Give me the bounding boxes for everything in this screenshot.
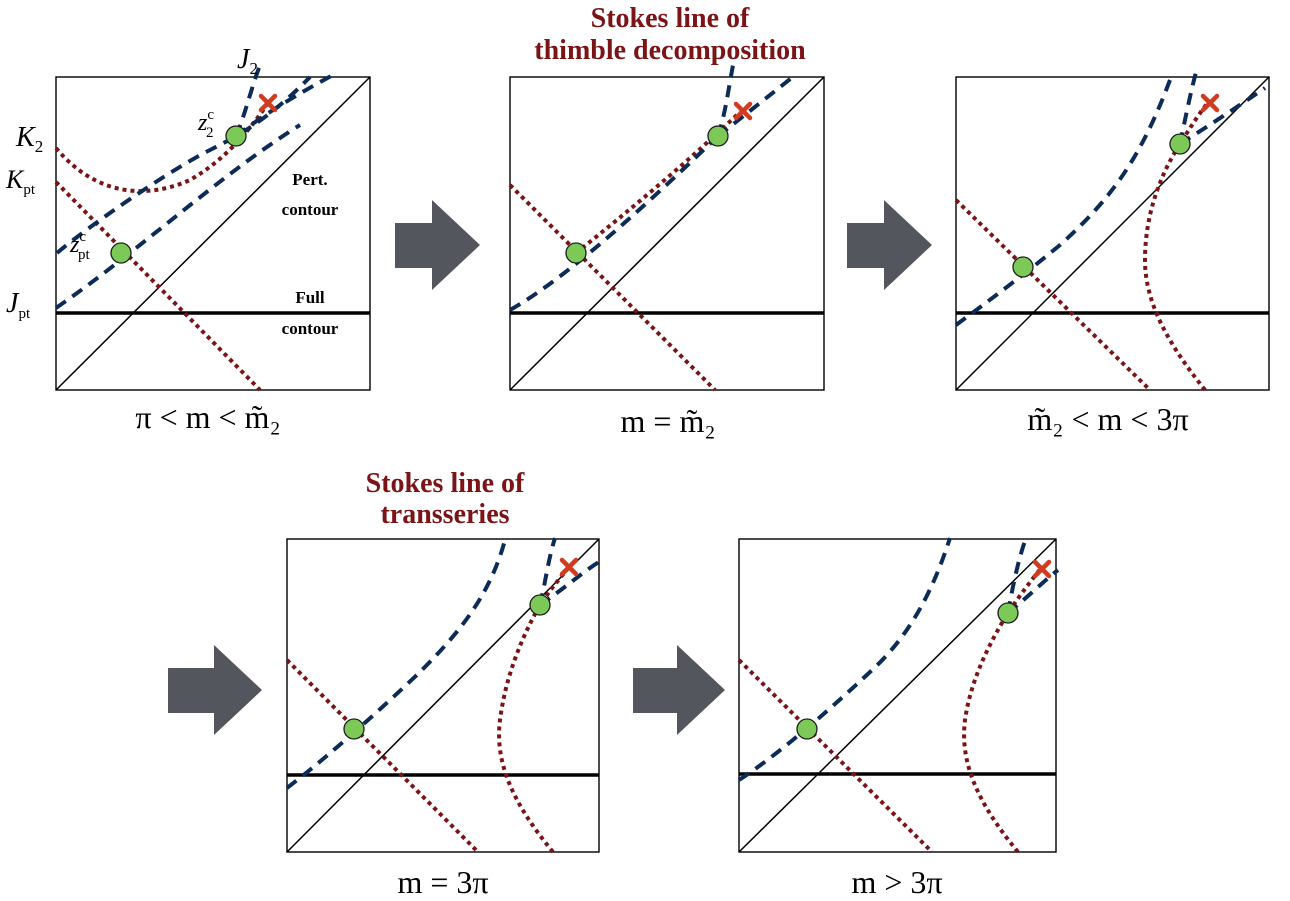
label-j2: J2 <box>237 44 258 78</box>
heading-thimble-line1: Stokes line of <box>591 3 750 34</box>
panel-label: m = 3π <box>397 864 488 900</box>
panel-4: m = 3π <box>285 537 604 900</box>
panel-label: m > 3π <box>851 864 942 900</box>
thimble-jpt <box>737 537 952 782</box>
pert-contour-label-line2: contour <box>282 200 339 219</box>
arrow-icon <box>168 645 262 735</box>
dual-thimble-k2 <box>1142 98 1212 392</box>
saddle-point-zptc <box>1012 256 1034 278</box>
saddle-point-zptc <box>796 718 818 740</box>
thimble-jpt <box>954 79 1172 327</box>
label-z2c: zc 2 <box>197 107 214 141</box>
panel-frame <box>955 76 1270 391</box>
pert-contour-label-line1: Pert. <box>292 170 327 189</box>
heading-thimble-line2: thimble decomposition <box>534 35 806 66</box>
perturbative-contour-line <box>55 76 371 391</box>
saddle-point-z2c <box>1169 133 1191 155</box>
dual-thimble-kpt <box>737 658 934 854</box>
thimble-j2-right <box>1178 86 1267 146</box>
panel-frame <box>55 76 371 391</box>
saddle-point-z2c <box>997 602 1019 624</box>
thimble-j2-upper <box>1006 537 1028 614</box>
pole-marker <box>258 93 278 113</box>
panel-1: Pert. contour Full contour J2 K2 Kpt Jpt… <box>5 44 371 435</box>
perturbative-contour-line <box>955 76 1270 391</box>
dual-thimble-kpt <box>954 198 1152 392</box>
thimble-jpt <box>285 539 507 790</box>
dual-thimble-kpt <box>508 183 717 392</box>
pole-marker <box>733 101 753 121</box>
panel-frame <box>509 76 825 391</box>
panel-5: m > 3π <box>737 537 1060 900</box>
pole-marker <box>559 557 579 577</box>
arrow-icon <box>395 200 480 290</box>
saddle-point-z2c <box>529 594 551 616</box>
arrow-icon <box>847 200 932 290</box>
thimble-j2-right <box>716 74 796 138</box>
heading-transseries-line1: Stokes line of <box>366 468 525 499</box>
panel-label: m = m̃₂ <box>621 403 716 439</box>
saddle-point-zptc <box>110 242 132 264</box>
arrow-icon <box>633 645 725 735</box>
saddle-point-z2c <box>225 125 247 147</box>
pole-marker <box>1032 559 1052 579</box>
panel-2: m = m̃₂ <box>508 64 825 439</box>
label-k2: K2 <box>15 122 43 156</box>
panel-frame <box>286 538 600 853</box>
thimble-jpt <box>54 123 302 310</box>
perturbative-contour-line <box>738 538 1057 853</box>
thimble-j2-right <box>234 72 336 138</box>
saddle-point-zptc <box>565 242 587 264</box>
thimble-j2-upper <box>716 64 735 137</box>
perturbative-contour-line <box>509 76 825 391</box>
dual-thimble-kpt <box>285 658 480 854</box>
heading-transseries-line2: transseries <box>380 499 509 530</box>
perturbative-contour-line <box>286 538 600 853</box>
full-contour-label-line2: contour <box>282 319 339 338</box>
pole-marker <box>1200 93 1220 113</box>
thimble-j2-lower <box>55 75 312 255</box>
label-zptc: zc pt <box>69 229 91 263</box>
dual-thimble-k2 <box>574 110 742 255</box>
saddle-point-zptc <box>343 718 365 740</box>
saddle-point-z2c <box>707 125 729 147</box>
panel-label: π < m < m̃₂ <box>135 399 280 435</box>
panel-label: m̃₂ < m < 3π <box>1027 401 1188 437</box>
panel-3: m̃₂ < m < 3π <box>954 71 1270 437</box>
dual-thimble-k2 <box>497 564 572 854</box>
label-jpt: Jpt <box>6 288 31 322</box>
full-contour-label-line1: Full <box>295 288 325 307</box>
label-kpt: Kpt <box>5 165 36 198</box>
panel-frame <box>738 538 1057 853</box>
dual-thimble-k2 <box>962 565 1044 854</box>
dual-thimble-kpt <box>54 180 262 392</box>
